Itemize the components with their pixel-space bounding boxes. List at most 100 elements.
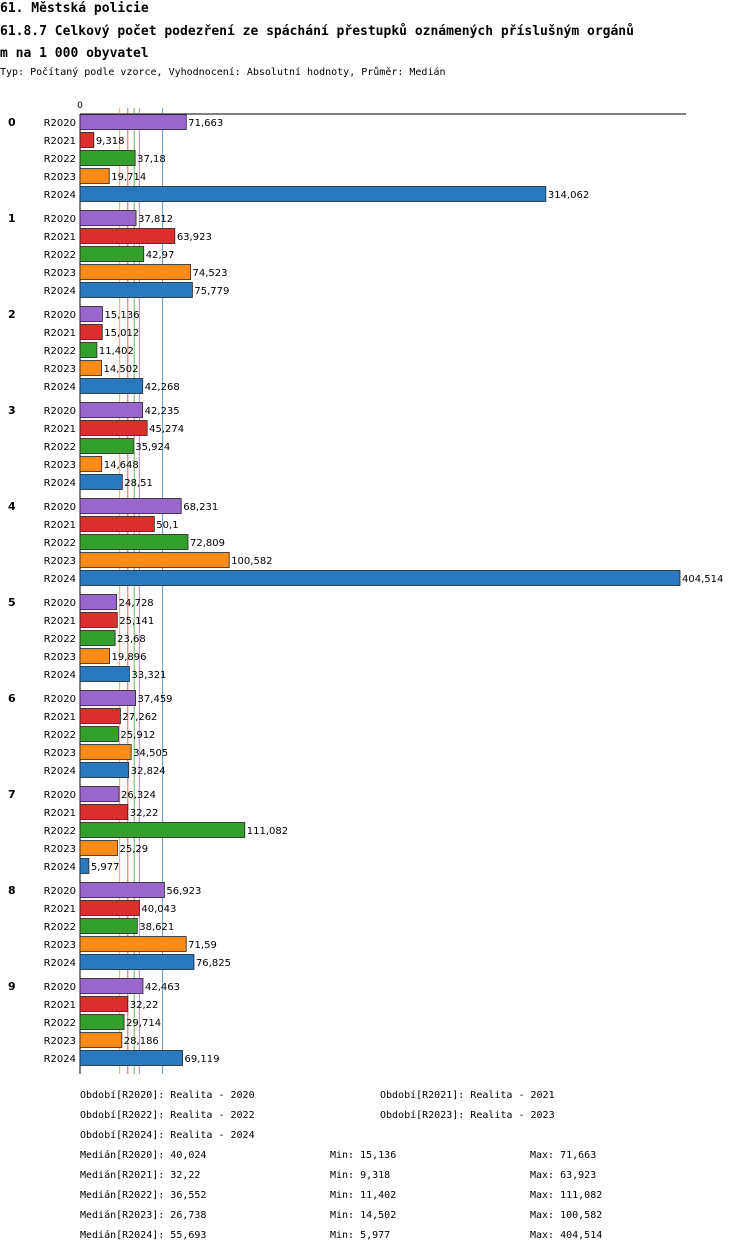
bar: [79, 114, 187, 130]
bar: [79, 378, 144, 394]
data-label: 11,402: [99, 346, 134, 357]
data-label: 42,235: [145, 406, 180, 417]
series-label: R2024: [44, 670, 76, 681]
category-label: 0: [8, 116, 16, 129]
bar: [79, 744, 132, 760]
data-label: 75,779: [194, 286, 229, 297]
bar: [79, 708, 121, 724]
legend-period-r2021: Období[R2021]: Realita - 2021: [380, 1090, 555, 1101]
data-label: 42,97: [146, 250, 175, 261]
series-label: R2023: [44, 1036, 76, 1047]
bar: [79, 594, 118, 610]
bar: [79, 534, 189, 550]
bar: [79, 474, 123, 490]
series-label: R2020: [44, 406, 76, 417]
bar: [79, 690, 136, 706]
data-label: 34,505: [133, 748, 168, 759]
series-label: R2021: [44, 712, 76, 723]
series-label: R2020: [44, 214, 76, 225]
bar: [79, 1050, 183, 1066]
data-label: 74,523: [193, 268, 228, 279]
data-label: 71,59: [188, 940, 217, 951]
data-label: 25,141: [119, 616, 154, 627]
data-label: 68,231: [183, 502, 218, 513]
data-label: 28,51: [124, 478, 153, 489]
bar: [79, 882, 165, 898]
bar: [79, 324, 103, 340]
bar: [79, 516, 155, 532]
series-label: R2021: [44, 136, 76, 147]
data-label: 19,896: [112, 652, 147, 663]
series-label: R2022: [44, 1018, 76, 1029]
data-label: 37,459: [138, 694, 173, 705]
series-label: R2023: [44, 460, 76, 471]
series-label: R2021: [44, 904, 76, 915]
data-label: 9,318: [96, 136, 125, 147]
category-label: 1: [8, 212, 16, 225]
category-label: 7: [8, 788, 16, 801]
bar: [79, 612, 118, 628]
data-label: 29,714: [126, 1018, 161, 1029]
data-label: 28,186: [124, 1036, 159, 1047]
bar: [79, 918, 138, 934]
category-label: 4: [8, 500, 16, 513]
bar: [79, 858, 90, 874]
series-label: R2022: [44, 442, 76, 453]
stat-median-r2022: Medián[R2022]: 36,552: [80, 1190, 207, 1201]
bar: [79, 648, 110, 664]
bar: [79, 306, 103, 322]
series-label: R2023: [44, 748, 76, 759]
category-label: 5: [8, 596, 16, 609]
series-label: R2023: [44, 844, 76, 855]
data-label: 5,977: [91, 862, 120, 873]
series-label: R2022: [44, 634, 76, 645]
series-label: R2022: [44, 730, 76, 741]
bar: [79, 420, 148, 436]
data-label: 37,18: [137, 154, 166, 165]
series-label: R2022: [44, 538, 76, 549]
series-label: R2020: [44, 310, 76, 321]
series-label: R2024: [44, 766, 76, 777]
series-label: R2021: [44, 616, 76, 627]
series-label: R2023: [44, 364, 76, 375]
stat-median-r2024: Medián[R2024]: 55,693: [80, 1230, 207, 1241]
series-label: R2022: [44, 346, 76, 357]
bar: [79, 1032, 123, 1048]
legend-period-r2024: Období[R2024]: Realita - 2024: [80, 1130, 255, 1141]
data-label: 40,043: [141, 904, 176, 915]
data-label: 56,923: [166, 886, 201, 897]
bar: [79, 552, 230, 568]
data-label: 19,714: [111, 172, 146, 183]
stat-min-r2023: Min: 14,502: [330, 1210, 397, 1221]
stat-min-r2022: Min: 11,402: [330, 1190, 397, 1201]
bar: [79, 168, 110, 184]
stat-max-r2020: Max: 71,663: [530, 1150, 597, 1161]
series-label: R2022: [44, 826, 76, 837]
data-label: 314,062: [548, 190, 589, 201]
bar: [79, 900, 140, 916]
bar: [79, 246, 145, 262]
chart-title-line-1: 61.8.7 Celkový počet podezření ze spáchá…: [0, 24, 634, 39]
series-label: R2021: [44, 1000, 76, 1011]
stat-max-r2022: Max: 111,082: [530, 1190, 603, 1201]
data-label: 27,262: [122, 712, 157, 723]
series-label: R2020: [44, 598, 76, 609]
series-label: R2021: [44, 520, 76, 531]
bar: [79, 936, 187, 952]
bar: [79, 132, 95, 148]
bar: [79, 630, 116, 646]
bar: [79, 210, 137, 226]
bar: [79, 360, 102, 376]
data-label: 37,812: [138, 214, 173, 225]
series-label: R2022: [44, 250, 76, 261]
legend-period-r2020: Období[R2020]: Realita - 2020: [80, 1090, 255, 1101]
data-label: 76,825: [196, 958, 231, 969]
series-label: R2024: [44, 478, 76, 489]
bar: [79, 954, 195, 970]
series-label: R2023: [44, 940, 76, 951]
legend-period-r2023: Období[R2023]: Realita - 2023: [380, 1110, 555, 1121]
data-label: 111,082: [247, 826, 288, 837]
stat-max-r2024: Max: 404,514: [530, 1230, 603, 1241]
data-label: 35,924: [135, 442, 170, 453]
category-label: 2: [8, 308, 16, 321]
